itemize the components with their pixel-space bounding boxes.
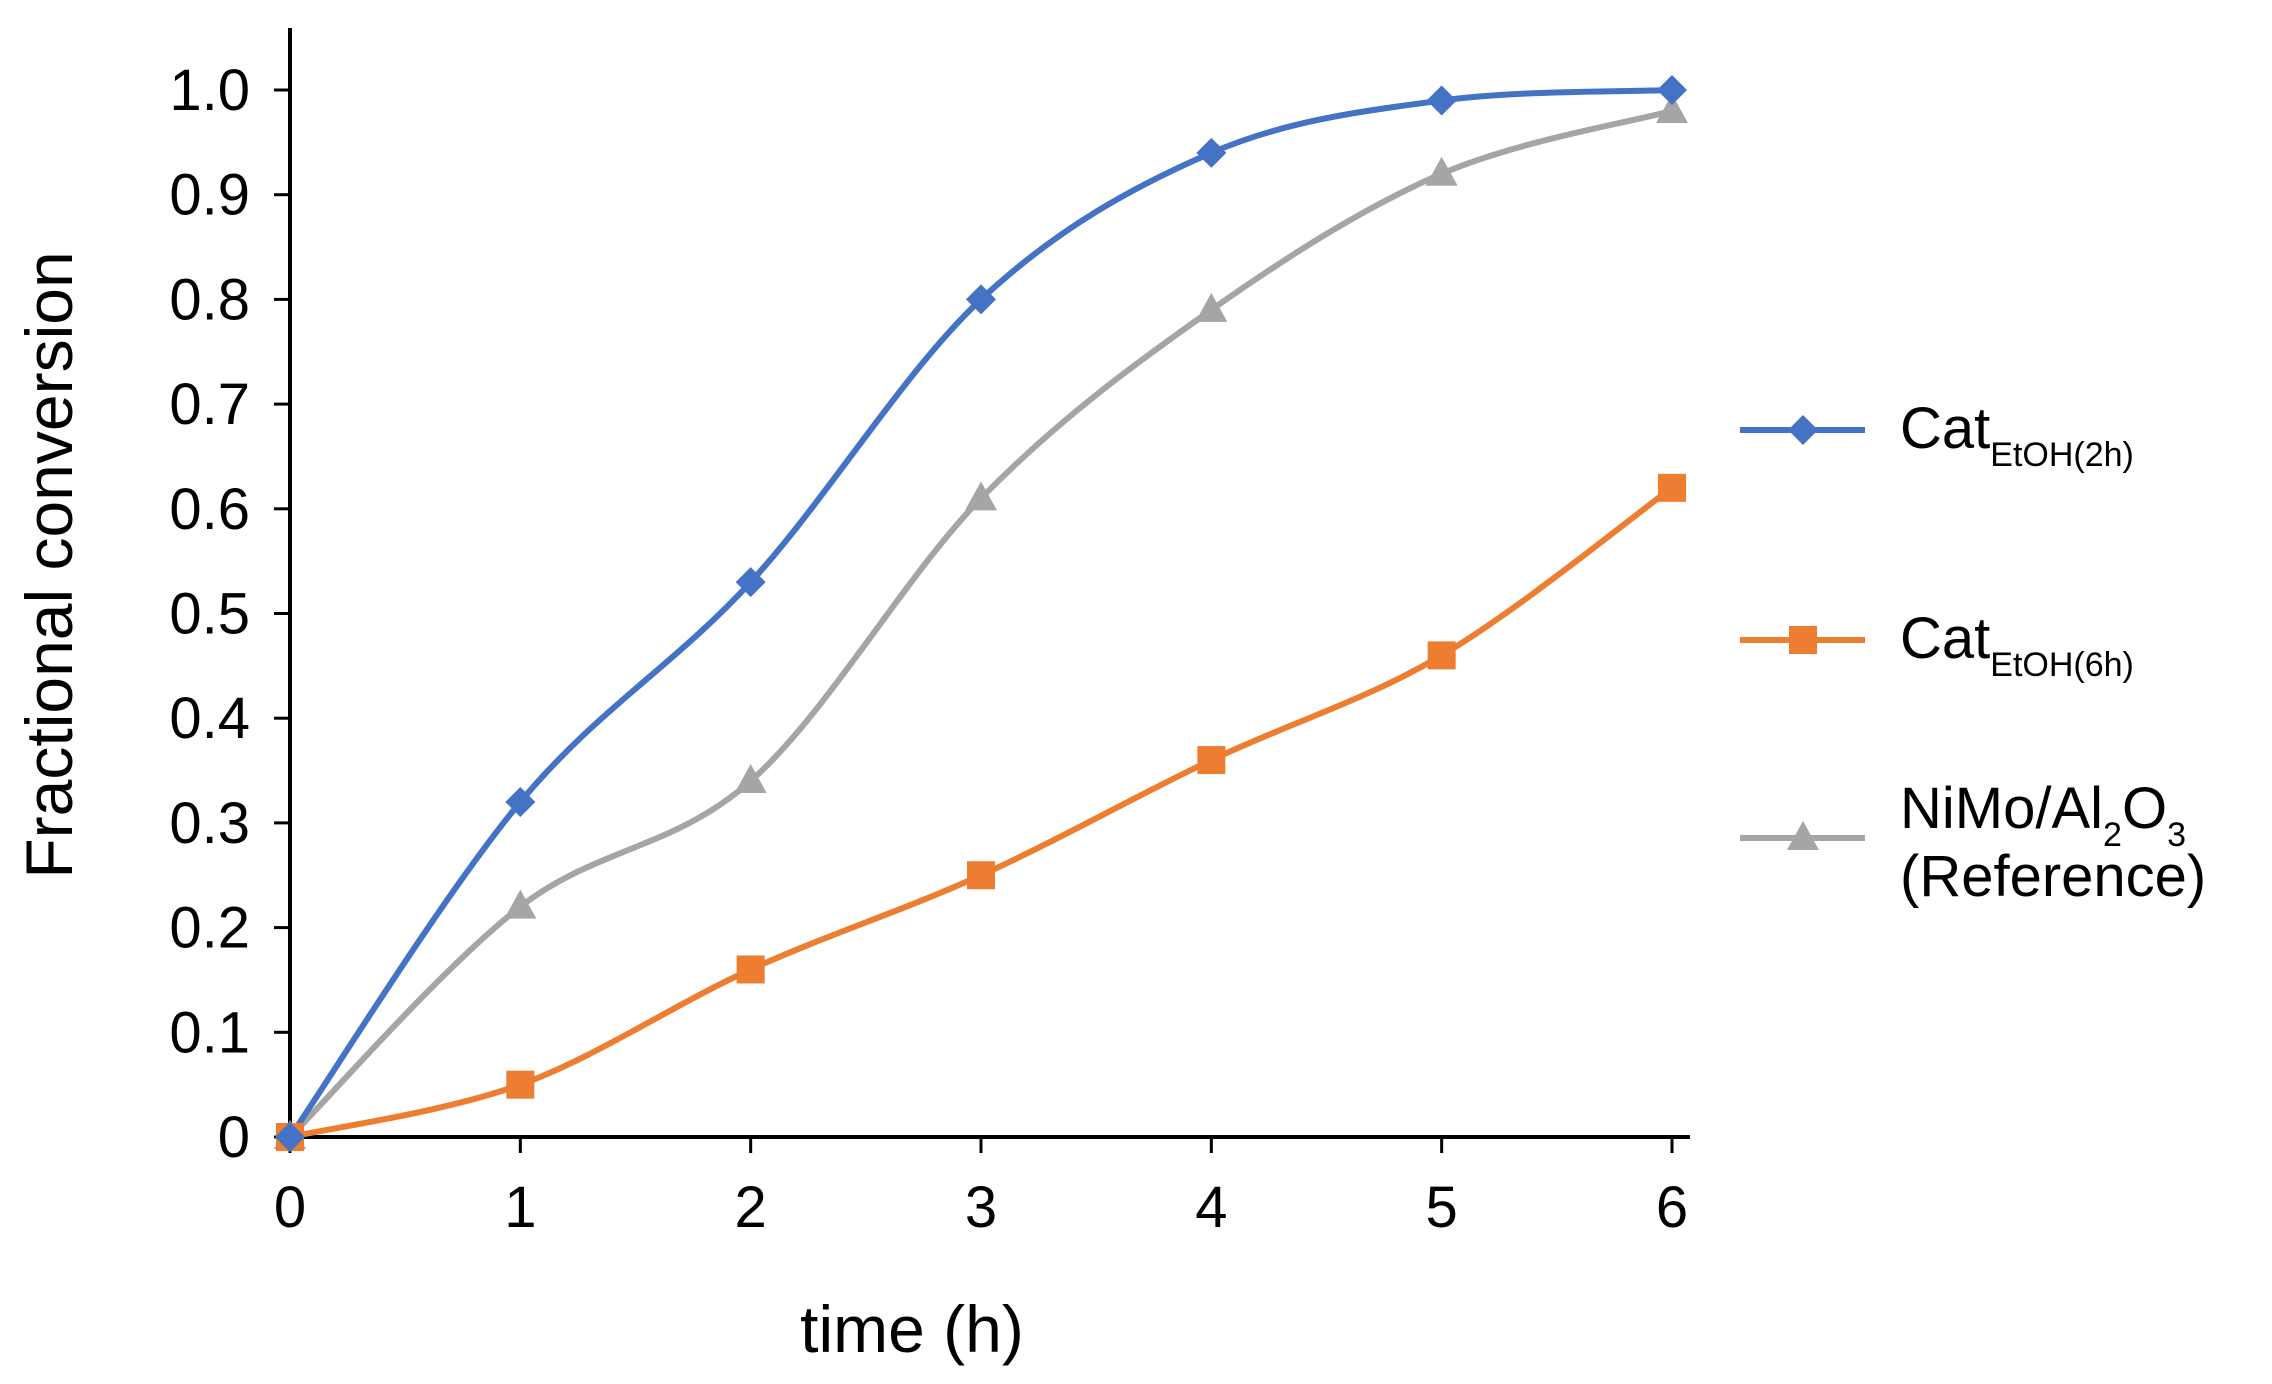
- x-axis-title: time (h): [800, 1292, 1024, 1366]
- legend-label-1: CatEtOH(6h): [1900, 606, 2134, 684]
- series-markers: [274, 75, 1688, 1152]
- x-tick-label: 2: [735, 1175, 767, 1240]
- x-tick-label: 4: [1195, 1175, 1227, 1240]
- data-point-series-1: [736, 955, 765, 984]
- data-point-series-1: [1427, 641, 1456, 670]
- data-point-series-2: [1425, 156, 1458, 186]
- data-point-series-2: [965, 481, 997, 511]
- legend-marker-0: [1788, 415, 1818, 445]
- y-tick-label: 0.5: [169, 582, 250, 647]
- data-point-series-1: [967, 861, 995, 890]
- plot-area: 0 0.1 0.2 0.3 0.4 0.5 0.6 0.7 0.8 0.9 1.0 0 1 2 3 4 5 6: [169, 28, 1690, 1240]
- y-axis-title: Fractional conversion: [12, 251, 86, 878]
- x-tick-label: 3: [965, 1175, 997, 1240]
- y-tick-label: 0.8: [169, 267, 250, 332]
- data-point-series-0: [1196, 137, 1227, 168]
- data-point-series-0: [505, 786, 536, 817]
- data-point-series-2: [504, 889, 537, 919]
- y-tick-label: 0.7: [169, 372, 250, 437]
- data-point-series-1: [1197, 746, 1226, 775]
- legend-item-2: NiMo/Al2O3(Reference): [1740, 776, 2206, 909]
- legend-marker-2: [1787, 821, 1819, 850]
- y-tick-label: 0.9: [169, 163, 250, 228]
- data-point-series-0: [1657, 75, 1687, 105]
- data-point-series-0: [275, 1122, 305, 1152]
- data-point-series-0: [966, 284, 996, 315]
- y-tick-label: 0.4: [169, 686, 250, 751]
- legend-marker-1: [1789, 626, 1817, 654]
- x-tick-label: 6: [1656, 1175, 1688, 1240]
- y-tick-label: 0.2: [169, 896, 250, 961]
- data-point-series-2: [1195, 292, 1228, 322]
- series-line-1: [287, 484, 1675, 1140]
- y-tick-label: 0.1: [169, 1000, 250, 1065]
- data-point-series-1: [1658, 473, 1686, 502]
- y-tick-label: 0.6: [169, 477, 250, 542]
- legend-item-0: CatEtOH(2h): [1740, 396, 2134, 474]
- data-point-series-0: [735, 567, 766, 598]
- y-axis-ticks: 0 0.1 0.2 0.3 0.4 0.5 0.6 0.7 0.8 0.9 1.0: [169, 58, 290, 1170]
- series-line-2: [287, 107, 1675, 1140]
- legend-label-2: NiMo/Al2O3: [1900, 776, 2186, 854]
- series-line-0: [287, 87, 1675, 1140]
- data-point-series-2: [1656, 93, 1688, 123]
- legend-label-line2-2: (Reference): [1900, 844, 2206, 909]
- legend: CatEtOH(2h) CatEtOH(6h) NiMo/Al2O3(Referen…: [1740, 396, 2206, 909]
- data-point-series-2: [734, 764, 767, 794]
- y-tick-label: 1.0: [169, 58, 250, 123]
- legend-label-0: CatEtOH(2h): [1900, 396, 2134, 474]
- legend-item-1: CatEtOH(6h): [1740, 606, 2134, 684]
- series-lines: [287, 87, 1675, 1140]
- data-point-series-1: [506, 1070, 535, 1099]
- x-axis-ticks: 0 1 2 3 4 5 6: [274, 1137, 1688, 1240]
- x-tick-label: 1: [504, 1175, 536, 1240]
- data-point-series-0: [1426, 85, 1457, 116]
- x-tick-label: 5: [1426, 1175, 1458, 1240]
- y-tick-label: 0.3: [169, 791, 250, 856]
- x-tick-label: 0: [274, 1175, 306, 1240]
- y-tick-label: 0: [218, 1105, 250, 1170]
